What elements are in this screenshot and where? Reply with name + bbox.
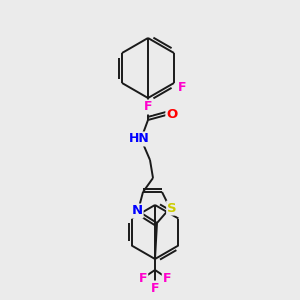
Text: F: F [178, 81, 186, 94]
Text: F: F [163, 272, 171, 284]
Text: N: N [131, 205, 142, 218]
Text: O: O [167, 107, 178, 121]
Text: HN: HN [129, 133, 149, 146]
Text: F: F [139, 272, 147, 284]
Text: S: S [167, 202, 177, 214]
Text: F: F [144, 100, 152, 113]
Text: F: F [151, 281, 159, 295]
